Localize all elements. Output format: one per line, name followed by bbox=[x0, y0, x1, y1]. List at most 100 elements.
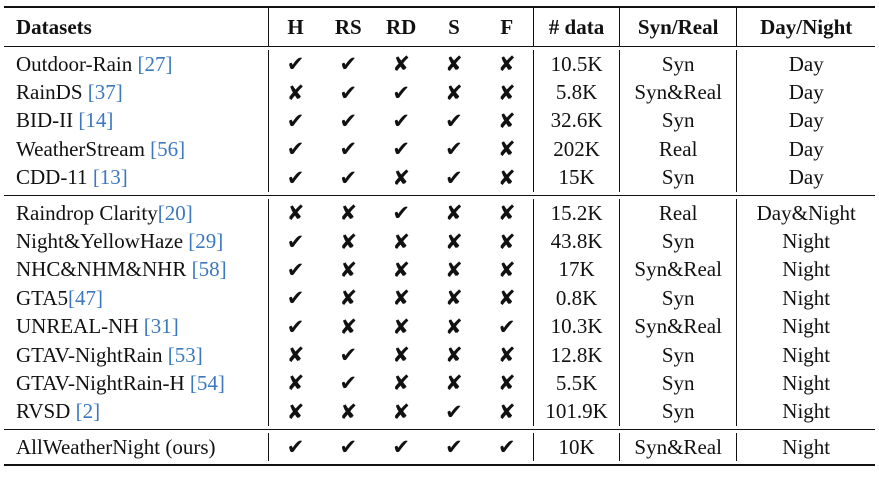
cross-icon-f: ✘ bbox=[497, 286, 516, 311]
cross-icon-s: ✘ bbox=[445, 229, 463, 254]
header-rs: RS bbox=[334, 14, 362, 39]
cross-icon-rd: ✘ bbox=[392, 52, 410, 77]
table-row: Night&YellowHaze [29] ✔ ✘ ✘ ✘ ✘ 43.8K Syn Night bbox=[4, 227, 875, 256]
header-f: F bbox=[500, 14, 514, 39]
row-group: Outdoor-Rain [27] ✔ ✔ ✘ ✘ ✘ 10.5K Syn Day RainDS … bbox=[4, 47, 875, 195]
table-row: GTA5 [47] ✔ ✘ ✘ ✘ ✘ 0.8K Syn Night bbox=[4, 284, 875, 313]
citation-link[interactable]: [20] bbox=[157, 200, 193, 225]
day-night-cell: Day bbox=[736, 78, 875, 107]
cross-icon-s: ✘ bbox=[445, 80, 463, 105]
citation-link[interactable]: [13] bbox=[92, 165, 128, 190]
header-rd: RD bbox=[385, 14, 417, 39]
citation-link[interactable]: [31] bbox=[143, 314, 179, 339]
citation-link[interactable]: [53] bbox=[167, 342, 203, 367]
group-separator-rule bbox=[4, 194, 875, 196]
table-row: UNREAL-NH [31] ✔ ✘ ✘ ✘ ✔ 10.3K Syn&Real Night bbox=[4, 312, 875, 341]
data-count-cell: 10.3K bbox=[533, 312, 619, 341]
table-row: RainDS [37] ✘ ✔ ✔ ✘ ✘ 5.8K Syn&Real Day bbox=[4, 78, 875, 107]
data-count-cell: 5.5K bbox=[533, 369, 619, 398]
cross-icon-rs: ✘ bbox=[339, 229, 358, 254]
check-icon-rs: ✔ bbox=[339, 108, 358, 133]
data-count-cell: 10K bbox=[533, 433, 619, 462]
citation-link[interactable]: [14] bbox=[78, 108, 114, 133]
syn-real-cell: Syn bbox=[618, 369, 737, 398]
day-night-cell: Day bbox=[736, 50, 875, 79]
group-separator-rule bbox=[4, 429, 875, 431]
dataset-name-cell: GTAV-NightRain [53] bbox=[4, 341, 268, 369]
day-night-cell: Night bbox=[736, 255, 875, 285]
cross-icon-rd: ✘ bbox=[392, 399, 410, 424]
dataset-name: Raindrop Clarity bbox=[16, 200, 158, 225]
cross-icon-f: ✘ bbox=[497, 52, 516, 77]
dataset-name: GTAV-NightRain bbox=[16, 342, 168, 367]
check-icon-h: ✔ bbox=[268, 106, 322, 136]
day-night-cell: Night bbox=[736, 340, 875, 370]
dataset-name: GTAV-NightRain-H bbox=[16, 370, 190, 395]
cross-icon-rd: ✘ bbox=[392, 343, 410, 368]
syn-real-cell: Syn bbox=[618, 106, 737, 136]
dataset-name: BID-II bbox=[16, 108, 79, 133]
dataset-name: Night&YellowHaze bbox=[16, 229, 189, 254]
cross-icon-f: ✘ bbox=[497, 165, 516, 190]
dataset-name: CDD-11 bbox=[16, 165, 93, 190]
cross-icon-f: ✘ bbox=[497, 201, 516, 226]
cross-icon-rd: ✘ bbox=[392, 229, 410, 254]
syn-real-cell: Syn&Real bbox=[618, 255, 737, 285]
cross-icon-s: ✘ bbox=[445, 343, 463, 368]
syn-real-cell: Syn bbox=[618, 227, 737, 256]
cross-icon-s: ✘ bbox=[445, 257, 463, 282]
dataset-name: UNREAL-NH bbox=[16, 314, 144, 339]
dataset-name: RainDS bbox=[16, 80, 88, 105]
syn-real-cell: Syn&Real bbox=[618, 312, 737, 341]
check-icon-rs: ✔ bbox=[339, 343, 358, 368]
table-row: RVSD [2] ✘ ✘ ✘ ✔ ✘ 101.9K Syn Night bbox=[4, 397, 875, 427]
table-row: BID-II [14] ✔ ✔ ✔ ✔ ✘ 32.6K Syn Day bbox=[4, 106, 875, 136]
citation-link[interactable]: [2] bbox=[75, 399, 101, 424]
cross-icon-rs: ✘ bbox=[339, 314, 358, 339]
citation-link[interactable]: [47] bbox=[67, 285, 103, 310]
header-h: H bbox=[268, 8, 322, 46]
table-row: AllWeatherNight (ours) ✔ ✔ ✔ ✔ ✔ 10K Syn&Real Ni… bbox=[4, 433, 875, 462]
data-count-cell: 5.8K bbox=[533, 78, 619, 107]
cross-icon-h: ✘ bbox=[268, 78, 322, 107]
check-icon-s: ✔ bbox=[445, 399, 463, 424]
cross-icon-f: ✘ bbox=[497, 343, 516, 368]
check-icon-f: ✔ bbox=[497, 314, 516, 339]
syn-real-cell: Real bbox=[618, 198, 737, 228]
dataset-name-cell: NHC&NHM&NHR [58] bbox=[4, 256, 268, 284]
dataset-name-cell: UNREAL-NH [31] bbox=[4, 313, 268, 341]
dataset-name: GTA5 bbox=[16, 285, 68, 310]
dataset-name-cell: GTAV-NightRain-H [54] bbox=[4, 369, 268, 397]
table-row: Outdoor-Rain [27] ✔ ✔ ✘ ✘ ✘ 10.5K Syn Day bbox=[4, 50, 875, 79]
check-icon-rd: ✔ bbox=[392, 80, 410, 105]
check-icon-rs: ✔ bbox=[339, 165, 358, 190]
header-day-night: Day/Night bbox=[736, 8, 875, 46]
day-night-cell: Day bbox=[736, 163, 875, 192]
syn-real-cell: Syn bbox=[618, 284, 737, 313]
citation-link[interactable]: [27] bbox=[137, 51, 173, 76]
citation-link[interactable]: [56] bbox=[150, 136, 186, 161]
cross-icon-f: ✘ bbox=[497, 257, 516, 282]
day-night-cell: Night bbox=[736, 312, 875, 341]
citation-link[interactable]: [58] bbox=[191, 257, 227, 282]
header-rule bbox=[4, 46, 875, 47]
check-icon-s: ✔ bbox=[445, 165, 463, 190]
row-group: Raindrop Clarity [20] ✘ ✘ ✔ ✘ ✘ 15.2K Real Day&Ni… bbox=[4, 196, 875, 429]
citation-link[interactable]: [29] bbox=[188, 229, 224, 254]
cross-icon-f: ✘ bbox=[497, 399, 516, 424]
day-night-cell: Night bbox=[736, 433, 875, 462]
check-icon-rs: ✔ bbox=[339, 137, 358, 162]
data-count-cell: 0.8K bbox=[533, 284, 619, 313]
citation-link[interactable]: [37] bbox=[87, 80, 123, 105]
data-count-cell: 202K bbox=[533, 135, 619, 164]
data-count-cell: 15.2K bbox=[533, 198, 619, 228]
cross-icon-h: ✘ bbox=[268, 369, 322, 398]
dataset-name-cell: RainDS [37] bbox=[4, 78, 268, 106]
cross-icon-s: ✘ bbox=[445, 371, 463, 396]
dataset-name: WeatherStream bbox=[16, 136, 151, 161]
cross-icon-s: ✘ bbox=[445, 52, 463, 77]
table-row: CDD-11 [13] ✔ ✔ ✘ ✔ ✘ 15K Syn Day bbox=[4, 163, 875, 192]
dataset-name: RVSD bbox=[16, 399, 76, 424]
table-row: Raindrop Clarity [20] ✘ ✘ ✔ ✘ ✘ 15.2K Real Day&Ni… bbox=[4, 198, 875, 228]
citation-link[interactable]: [54] bbox=[189, 370, 225, 395]
